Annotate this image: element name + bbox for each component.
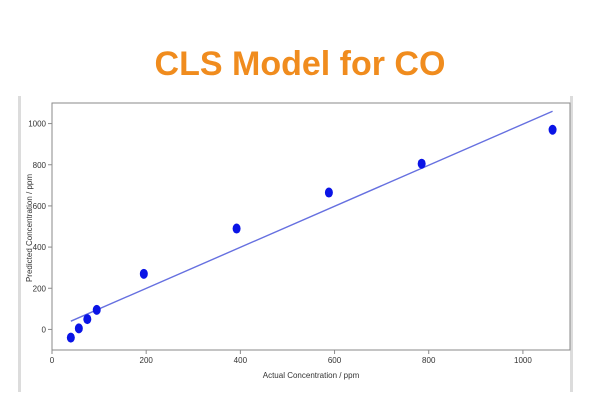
y-tick-label: 800 bbox=[33, 161, 47, 170]
points-layer bbox=[66, 124, 557, 343]
x-tick-label: 800 bbox=[422, 356, 436, 365]
y-tick-label: 0 bbox=[42, 325, 47, 334]
panel-right-edge bbox=[570, 96, 573, 392]
panel-left-edge bbox=[18, 96, 21, 392]
fit-line-layer bbox=[70, 110, 553, 322]
data-point bbox=[66, 332, 75, 343]
x-axis-label: Actual Concentration / ppm bbox=[263, 371, 360, 380]
y-tick-label: 1000 bbox=[28, 120, 46, 129]
x-tick-label: 200 bbox=[140, 356, 154, 365]
data-point bbox=[139, 268, 148, 279]
x-tick-label: 600 bbox=[328, 356, 342, 365]
x-tick-label: 0 bbox=[50, 356, 55, 365]
data-point bbox=[83, 314, 92, 325]
x-tick-label: 1000 bbox=[514, 356, 532, 365]
data-point bbox=[417, 158, 426, 169]
ticks-layer: 0 200 400 600 800 1000 0 200 400 600 800 1000 bbox=[28, 120, 532, 365]
y-tick-label: 600 bbox=[33, 202, 47, 211]
data-point bbox=[324, 187, 333, 198]
y-tick-label: 200 bbox=[33, 284, 47, 293]
plot-frame bbox=[51, 102, 571, 351]
data-point bbox=[232, 223, 241, 234]
y-tick-label: 400 bbox=[33, 243, 47, 252]
y-axis-label: Predicted Concentration / ppm bbox=[25, 174, 34, 282]
data-point bbox=[548, 124, 557, 135]
data-point bbox=[74, 323, 83, 334]
fit-line bbox=[70, 110, 553, 322]
x-tick-label: 400 bbox=[234, 356, 248, 365]
data-point bbox=[92, 304, 101, 315]
chart-title: CLS Model for CO bbox=[154, 45, 446, 83]
